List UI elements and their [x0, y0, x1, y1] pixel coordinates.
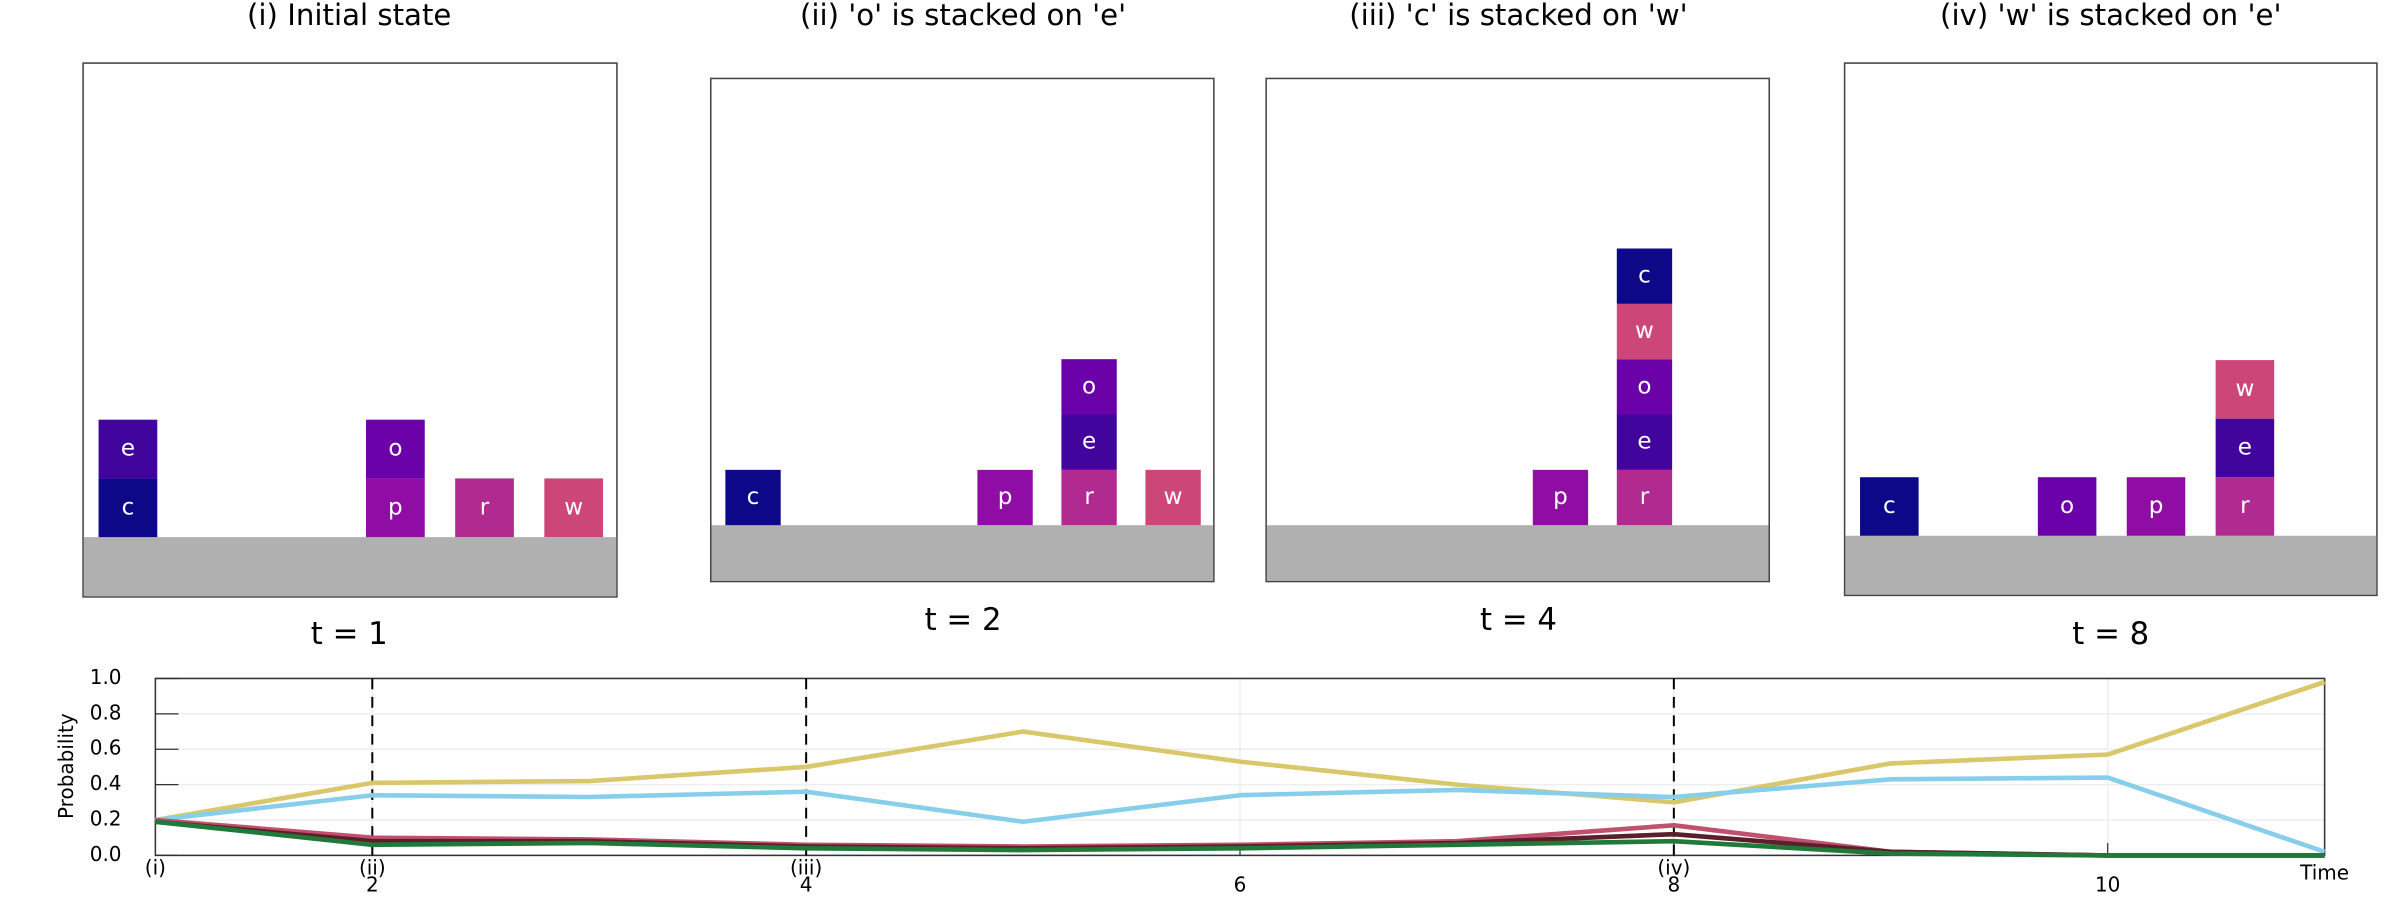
- block-label: r: [1084, 484, 1094, 510]
- block: [455, 478, 514, 538]
- block: [366, 419, 425, 479]
- block: [2215, 477, 2275, 536]
- block-label: w: [2235, 376, 2254, 402]
- block-label: c: [1883, 493, 1896, 519]
- ground: [83, 537, 617, 597]
- block: [1061, 414, 1117, 470]
- panel-frame: [82, 62, 618, 598]
- block-label: p: [2149, 493, 2164, 519]
- block: [544, 478, 604, 538]
- block: [2215, 360, 2275, 419]
- y-tick-label: 0.4: [90, 771, 122, 795]
- series-line: [155, 819, 2325, 858]
- block-label: e: [121, 436, 135, 462]
- x-tick-label: 4: [800, 873, 813, 897]
- marker-label: (ii): [359, 856, 386, 880]
- marker-label: (iv): [1657, 856, 1690, 880]
- block-label: c: [1638, 263, 1651, 289]
- panel-frame: [710, 77, 1215, 583]
- time-label: t = 8: [2072, 616, 2149, 652]
- x-tick-label: 8: [1667, 873, 1680, 897]
- block-label: e: [1082, 429, 1096, 455]
- ground: [1266, 525, 1769, 581]
- block: [366, 478, 425, 538]
- plot-frame: [154, 677, 2326, 857]
- block: [1616, 248, 1673, 304]
- block: [1061, 469, 1117, 526]
- block-label: e: [1637, 429, 1651, 455]
- block: [1061, 359, 1117, 415]
- block-label: o: [2060, 493, 2074, 519]
- block-label: p: [388, 494, 403, 520]
- y-tick-label: 1.0: [90, 665, 122, 689]
- y-tick-label: 0.0: [90, 842, 122, 866]
- panel-frame: [1843, 62, 2378, 597]
- panel-title: (i) Initial state: [247, 0, 451, 32]
- panel-frame: [1265, 77, 1771, 583]
- ground: [711, 525, 1214, 581]
- panel-title: (iv) 'w' is stacked on 'e': [1940, 0, 2281, 32]
- block: [98, 478, 158, 538]
- y-tick-label: 0.8: [90, 700, 122, 724]
- block: [2037, 477, 2097, 536]
- ground: [1845, 535, 2377, 595]
- block-label: p: [998, 484, 1013, 510]
- block-label: c: [747, 484, 760, 510]
- block: [1616, 469, 1673, 526]
- block-label: p: [1553, 484, 1568, 510]
- x-tick-label: 2: [366, 873, 379, 897]
- x-tick-label: 10: [2095, 873, 2120, 897]
- marker-label: (i): [145, 856, 166, 880]
- block-label: o: [388, 436, 402, 462]
- block-label: w: [564, 494, 583, 520]
- block: [2126, 477, 2186, 536]
- block: [1616, 414, 1673, 470]
- panel-title: (ii) 'o' is stacked on 'e': [800, 0, 1126, 32]
- block-label: r: [2240, 493, 2250, 519]
- block-label: w: [1635, 318, 1654, 344]
- block: [1616, 303, 1673, 360]
- x-tick-label: 6: [1234, 873, 1247, 897]
- panel-title: (iii) 'c' is stacked on 'w': [1349, 0, 1687, 32]
- block-label: o: [1637, 373, 1651, 399]
- block-label: r: [1640, 484, 1650, 510]
- block: [1145, 469, 1201, 526]
- block-label: e: [2238, 434, 2252, 460]
- time-label: t = 1: [311, 616, 388, 652]
- block: [977, 469, 1033, 526]
- series-line: [154, 679, 2326, 823]
- block-label: w: [1164, 484, 1183, 510]
- block: [2215, 418, 2275, 478]
- y-tick-label: 0.2: [90, 806, 122, 830]
- block: [1860, 477, 1919, 536]
- block-label: r: [480, 494, 490, 520]
- marker-label: (iii): [790, 856, 822, 880]
- block: [98, 419, 158, 479]
- y-axis-label: Probability: [54, 713, 78, 819]
- block: [1616, 359, 1673, 415]
- block: [725, 469, 781, 526]
- y-tick-label: 0.6: [90, 736, 122, 760]
- series-line: [155, 775, 2326, 855]
- block-label: c: [122, 494, 135, 520]
- block-label: o: [1082, 373, 1096, 399]
- x-axis-label: Time: [2299, 860, 2349, 884]
- time-label: t = 4: [1480, 602, 1557, 638]
- time-label: t = 2: [925, 602, 1002, 638]
- block: [1532, 469, 1589, 526]
